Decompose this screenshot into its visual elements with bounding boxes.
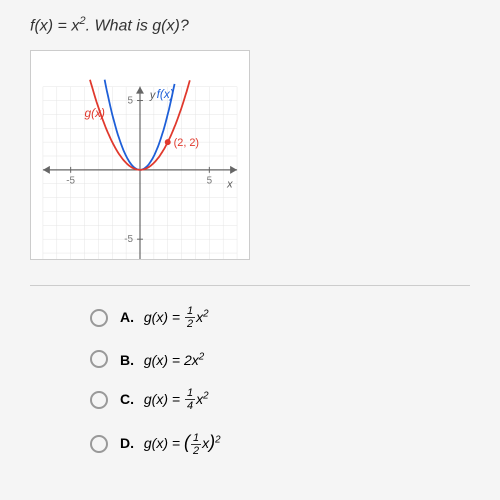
question-suffix: . What is g(x)? bbox=[86, 17, 189, 34]
option-a-content: A. g(x) = 12x2 bbox=[120, 306, 209, 330]
svg-text:g(x): g(x) bbox=[85, 106, 105, 120]
option-b-content: B. g(x) = 2x2 bbox=[120, 351, 204, 368]
svg-text:5: 5 bbox=[207, 176, 213, 187]
radio-icon[interactable] bbox=[90, 350, 108, 368]
option-d[interactable]: D. g(x) = (12x)2 bbox=[90, 432, 470, 456]
options-list: A. g(x) = 12x2 B. g(x) = 2x2 C. g(x) = 1… bbox=[30, 306, 470, 456]
option-c-content: C. g(x) = 14x2 bbox=[120, 388, 209, 412]
fraction: 14 bbox=[185, 388, 195, 412]
divider bbox=[30, 285, 470, 286]
svg-text:(2, 2): (2, 2) bbox=[174, 137, 199, 149]
fraction: 12 bbox=[185, 306, 195, 330]
option-formula: g(x) = 12x2 bbox=[144, 309, 209, 325]
option-c[interactable]: C. g(x) = 14x2 bbox=[90, 388, 470, 412]
option-formula: g(x) = 2x2 bbox=[144, 352, 204, 368]
option-formula: g(x) = 14x2 bbox=[144, 391, 209, 407]
option-formula: g(x) = (12x)2 bbox=[144, 435, 221, 451]
svg-text:x: x bbox=[226, 179, 233, 191]
svg-text:y: y bbox=[149, 90, 156, 102]
option-letter: C. bbox=[120, 391, 134, 407]
svg-text:-5: -5 bbox=[66, 176, 75, 187]
option-a[interactable]: A. g(x) = 12x2 bbox=[90, 306, 470, 330]
svg-text:5: 5 bbox=[128, 96, 134, 107]
radio-icon[interactable] bbox=[90, 391, 108, 409]
option-letter: A. bbox=[120, 309, 134, 325]
radio-icon[interactable] bbox=[90, 435, 108, 453]
radio-icon[interactable] bbox=[90, 309, 108, 327]
option-letter: D. bbox=[120, 435, 134, 451]
svg-text:-5: -5 bbox=[124, 234, 133, 245]
graph-svg: -5 5 -5 5 y x f(x) g(x) (2, 2) bbox=[31, 51, 249, 259]
option-letter: B. bbox=[120, 352, 134, 368]
fraction: 12 bbox=[191, 433, 201, 457]
svg-text:f(x): f(x) bbox=[157, 87, 174, 101]
question-prefix: f(x) = x bbox=[30, 17, 79, 34]
question-text: f(x) = x2. What is g(x)? bbox=[30, 15, 470, 35]
graph-panel: -5 5 -5 5 y x f(x) g(x) (2, 2) bbox=[30, 50, 250, 260]
option-d-content: D. g(x) = (12x)2 bbox=[120, 432, 221, 456]
option-b[interactable]: B. g(x) = 2x2 bbox=[90, 350, 470, 368]
